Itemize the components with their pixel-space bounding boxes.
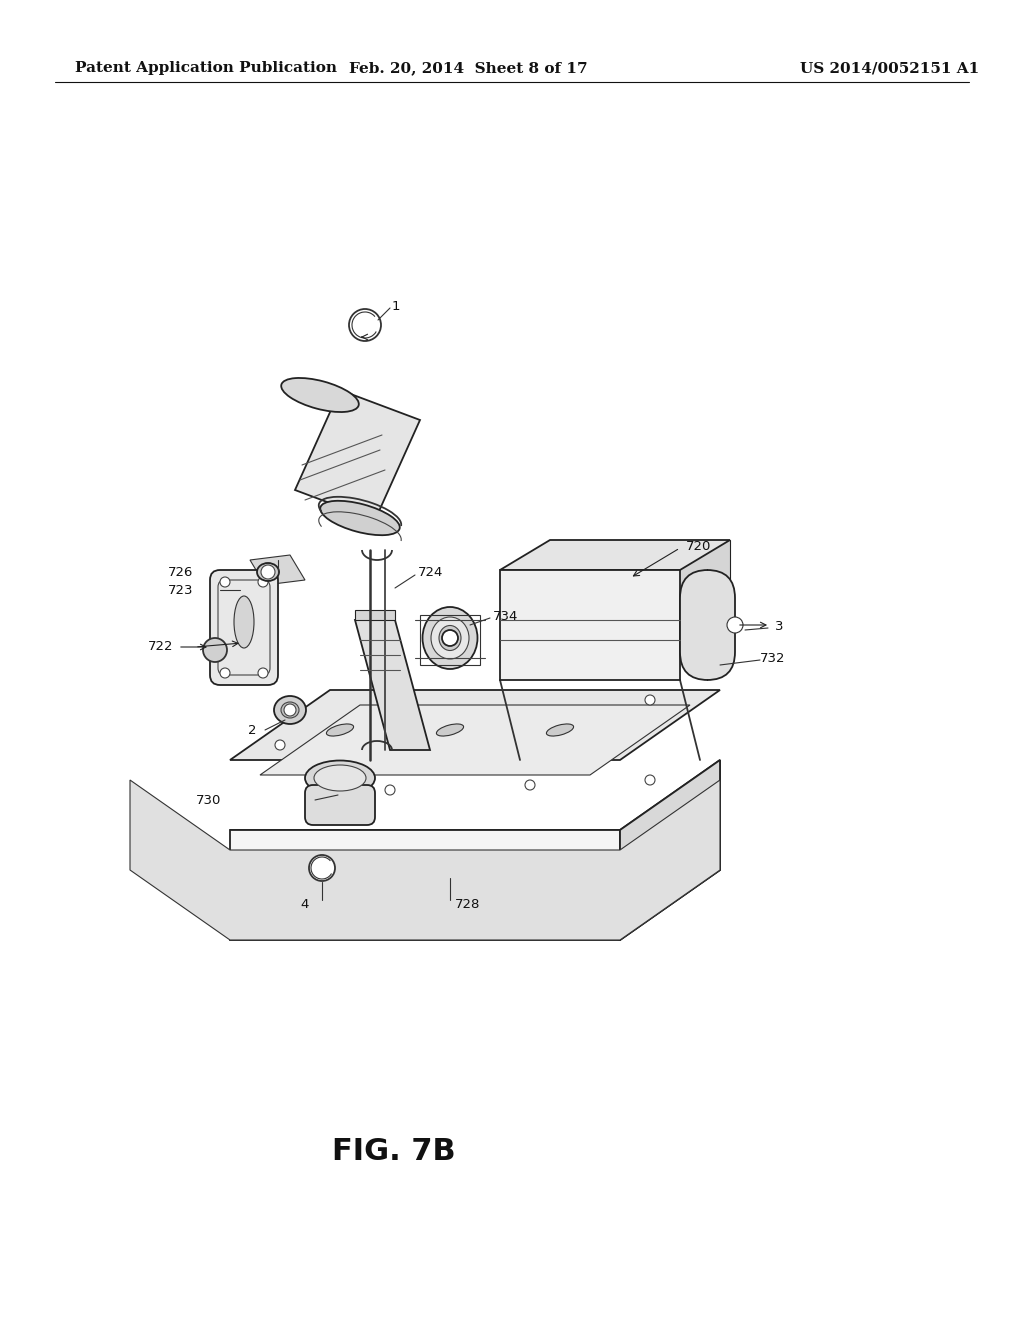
Ellipse shape [327, 723, 353, 737]
Circle shape [442, 630, 458, 645]
Circle shape [349, 309, 381, 341]
Text: 726: 726 [168, 566, 194, 579]
Ellipse shape [547, 723, 573, 737]
Text: Patent Application Publication: Patent Application Publication [75, 61, 337, 75]
Text: 1: 1 [392, 301, 400, 314]
Polygon shape [620, 760, 720, 940]
Circle shape [220, 668, 230, 678]
Text: 2: 2 [248, 723, 256, 737]
Text: 724: 724 [418, 565, 443, 578]
Text: 728: 728 [455, 899, 480, 912]
Polygon shape [295, 389, 420, 520]
Ellipse shape [436, 723, 464, 737]
Circle shape [645, 696, 655, 705]
Polygon shape [550, 540, 730, 649]
Polygon shape [355, 620, 430, 750]
Text: 4: 4 [300, 899, 308, 912]
Text: 3: 3 [775, 620, 783, 634]
Polygon shape [130, 780, 720, 940]
Ellipse shape [281, 702, 299, 718]
Circle shape [385, 785, 395, 795]
Circle shape [284, 704, 296, 715]
Polygon shape [500, 570, 680, 680]
Ellipse shape [305, 760, 375, 796]
Text: 732: 732 [760, 652, 785, 664]
Text: US 2014/0052151 A1: US 2014/0052151 A1 [801, 61, 980, 75]
Circle shape [525, 780, 535, 789]
Ellipse shape [423, 607, 477, 669]
Circle shape [203, 638, 227, 663]
Circle shape [275, 741, 285, 750]
Ellipse shape [321, 500, 399, 535]
Ellipse shape [282, 378, 358, 412]
Text: FIG. 7B: FIG. 7B [333, 1137, 456, 1166]
Polygon shape [230, 690, 720, 760]
Polygon shape [250, 554, 305, 585]
Ellipse shape [314, 766, 366, 791]
Circle shape [258, 668, 268, 678]
Polygon shape [355, 610, 395, 620]
Circle shape [727, 616, 743, 634]
Circle shape [258, 577, 268, 587]
Polygon shape [500, 540, 730, 570]
Text: 723: 723 [168, 583, 194, 597]
Ellipse shape [234, 597, 254, 648]
Circle shape [220, 577, 230, 587]
Text: Feb. 20, 2014  Sheet 8 of 17: Feb. 20, 2014 Sheet 8 of 17 [349, 61, 588, 75]
Circle shape [309, 855, 335, 880]
Ellipse shape [439, 626, 461, 651]
Text: 720: 720 [686, 540, 712, 553]
Ellipse shape [431, 616, 469, 659]
Text: 722: 722 [148, 640, 173, 653]
Polygon shape [260, 705, 690, 775]
Circle shape [261, 565, 275, 579]
Text: 730: 730 [196, 793, 221, 807]
Polygon shape [230, 830, 620, 940]
FancyBboxPatch shape [210, 570, 278, 685]
Ellipse shape [274, 696, 306, 723]
FancyBboxPatch shape [680, 570, 735, 680]
Ellipse shape [257, 564, 279, 581]
Polygon shape [230, 760, 720, 940]
Circle shape [645, 775, 655, 785]
Text: 734: 734 [493, 610, 518, 623]
FancyBboxPatch shape [305, 785, 375, 825]
